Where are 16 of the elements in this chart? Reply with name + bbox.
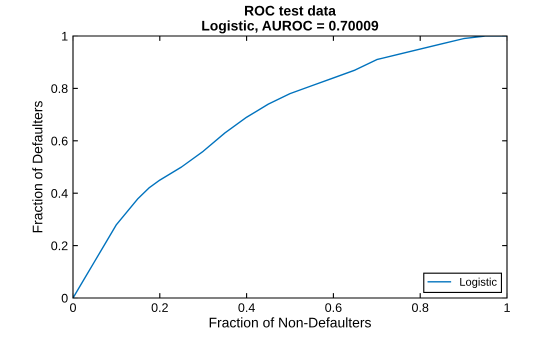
y-tick-label: 0.6: [51, 136, 68, 146]
x-tick-label: 0.2: [152, 303, 168, 312]
x-axis-title: Fraction of Non-Defaulters: [210, 317, 371, 328]
legend-label: Logistic: [460, 278, 497, 288]
x-tick-label: 0.4: [238, 303, 255, 312]
x-tick-label: 0: [70, 303, 76, 312]
x-tick-label: 0.6: [325, 303, 342, 312]
y-tick-label: 0.4: [51, 189, 68, 198]
y-axis-title: Fraction of Defaulters: [32, 101, 42, 232]
y-tick-label: 0.8: [51, 84, 68, 94]
chart-title: ROC test data Logistic, AUROC = 0.70009: [202, 5, 378, 34]
y-tick-label: 0.2: [51, 241, 68, 250]
y-tick-label: 1: [62, 32, 68, 41]
y-tick-label: 0: [62, 294, 68, 303]
x-tick-label: 1: [504, 303, 510, 312]
x-tick-label: 0.8: [412, 303, 428, 312]
